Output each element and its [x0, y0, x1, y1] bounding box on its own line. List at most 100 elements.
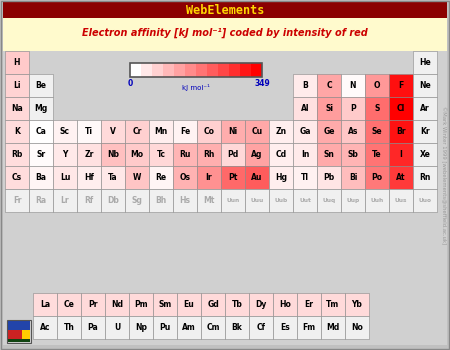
Text: P: P [350, 104, 356, 113]
Text: Br: Br [396, 127, 406, 136]
Bar [297, 316, 321, 339]
Text: Mn: Mn [154, 127, 167, 136]
Text: Mo: Mo [130, 150, 144, 159]
Text: Tc: Tc [157, 150, 166, 159]
Text: Hg: Hg [275, 173, 287, 182]
Text: Uuu: Uuu [250, 198, 264, 203]
Bar [201, 293, 225, 316]
Bar [365, 120, 389, 143]
Bar [8, 321, 30, 330]
Text: Uuq: Uuq [322, 198, 336, 203]
Text: K: K [14, 127, 20, 136]
Text: Uuo: Uuo [418, 198, 432, 203]
Text: Eu: Eu [184, 300, 194, 309]
Bar [53, 166, 77, 189]
Text: WebElements: WebElements [186, 4, 264, 16]
Bar [221, 166, 245, 189]
Bar [341, 166, 365, 189]
Text: B: B [302, 81, 308, 90]
Bar [29, 189, 53, 212]
Bar [317, 74, 341, 97]
Text: Ac: Ac [40, 323, 50, 332]
Text: Sm: Sm [158, 300, 171, 309]
Bar [5, 189, 29, 212]
Bar [177, 293, 201, 316]
Bar [389, 189, 413, 212]
Text: Y: Y [62, 150, 68, 159]
Text: Na: Na [11, 104, 23, 113]
Bar [249, 316, 273, 339]
Text: kJ mol⁻¹: kJ mol⁻¹ [182, 84, 210, 91]
Bar [3, 18, 447, 51]
Bar [149, 189, 173, 212]
Text: In: In [301, 150, 309, 159]
Bar [29, 120, 53, 143]
Bar [29, 166, 53, 189]
Text: Ni: Ni [229, 127, 238, 136]
Text: Rn: Rn [419, 173, 431, 182]
Text: Es: Es [280, 323, 290, 332]
Text: Ho: Ho [279, 300, 291, 309]
Text: Pd: Pd [227, 150, 238, 159]
Bar [5, 120, 29, 143]
Bar [273, 293, 297, 316]
Bar [225, 293, 249, 316]
Bar [293, 143, 317, 166]
Bar [273, 316, 297, 339]
Text: Fm: Fm [302, 323, 315, 332]
Text: Uup: Uup [346, 198, 360, 203]
Text: 0: 0 [127, 79, 133, 89]
Text: Pa: Pa [88, 323, 99, 332]
Bar [341, 97, 365, 120]
Text: Md: Md [326, 323, 340, 332]
Text: Tl: Tl [301, 173, 309, 182]
Text: Li: Li [13, 81, 21, 90]
Text: Rh: Rh [203, 150, 215, 159]
Bar [413, 143, 437, 166]
Bar [249, 293, 273, 316]
Text: Pu: Pu [159, 323, 171, 332]
Text: Rf: Rf [85, 196, 94, 205]
Bar [125, 189, 149, 212]
Text: C: C [326, 81, 332, 90]
Text: N: N [350, 81, 356, 90]
Bar [389, 120, 413, 143]
Bar [57, 316, 81, 339]
Bar [413, 74, 437, 97]
Bar [5, 143, 29, 166]
Text: At: At [396, 173, 406, 182]
Text: Ra: Ra [36, 196, 46, 205]
Bar [77, 166, 101, 189]
Bar [130, 63, 262, 77]
Text: Dy: Dy [255, 300, 267, 309]
Bar [389, 74, 413, 97]
Bar [125, 120, 149, 143]
Bar [321, 293, 345, 316]
Text: Lr: Lr [61, 196, 69, 205]
Text: Al: Al [301, 104, 309, 113]
Bar [101, 143, 125, 166]
Bar [245, 120, 269, 143]
Text: He: He [419, 58, 431, 67]
Text: Hf: Hf [84, 173, 94, 182]
Text: Yb: Yb [351, 300, 362, 309]
Bar [33, 293, 57, 316]
Bar [57, 293, 81, 316]
Bar [22, 330, 30, 339]
Text: Tb: Tb [232, 300, 243, 309]
Text: 349: 349 [254, 79, 270, 89]
Text: Pr: Pr [88, 300, 98, 309]
Bar [141, 63, 152, 77]
Bar [269, 120, 293, 143]
Bar [77, 143, 101, 166]
Bar [129, 293, 153, 316]
Text: Ba: Ba [36, 173, 46, 182]
Bar [29, 97, 53, 120]
Bar [321, 316, 345, 339]
Text: Mt: Mt [203, 196, 215, 205]
Bar [3, 51, 447, 295]
Text: Sr: Sr [36, 150, 45, 159]
Bar [33, 316, 57, 339]
Bar [197, 120, 221, 143]
Text: Uuh: Uuh [370, 198, 383, 203]
